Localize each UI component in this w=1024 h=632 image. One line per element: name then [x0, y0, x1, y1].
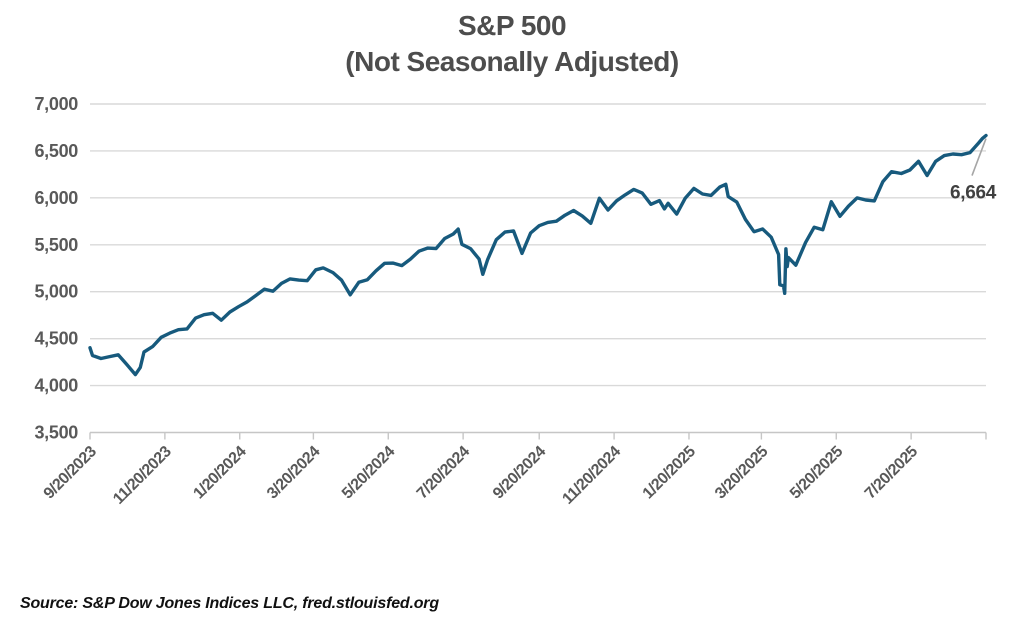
x-tick-label: 7/20/2024 [414, 443, 474, 503]
source-note: Source: S&P Dow Jones Indices LLC, fred.… [20, 595, 439, 612]
x-tick-label: 3/20/2025 [712, 443, 772, 503]
x-tick-label: 5/20/2024 [339, 443, 399, 503]
x-tick-label: 11/20/2024 [559, 443, 624, 508]
y-tick-label: 5,500 [34, 235, 78, 255]
x-tick-label: 5/20/2025 [787, 443, 847, 503]
y-tick-label: 4,000 [34, 376, 78, 396]
y-tick-label: 5,000 [34, 282, 78, 302]
chart-title-line2: (Not Seasonally Adjusted) [345, 46, 679, 77]
x-tick-label: 1/20/2024 [190, 443, 250, 503]
leader-line [971, 138, 987, 176]
x-tick-label: 7/20/2025 [862, 443, 922, 503]
x-tick-label: 9/20/2024 [490, 443, 550, 503]
y-tick-label: 3,500 [34, 423, 78, 443]
y-tick-label: 6,500 [34, 141, 78, 161]
chart-title: S&P 500 (Not Seasonally Adjusted) [0, 8, 1024, 80]
y-tick-label: 4,500 [34, 329, 78, 349]
y-tick-label: 6,000 [34, 188, 78, 208]
end-value-label: 6,664 [950, 183, 997, 204]
x-tick-label: 11/20/2023 [110, 443, 175, 508]
price-line [88, 133, 988, 377]
y-tick-label: 7,000 [34, 94, 78, 114]
x-tick-label: 9/20/2023 [41, 443, 101, 503]
x-tick-label: 3/20/2024 [264, 443, 324, 503]
chart-title-line1: S&P 500 [457, 10, 567, 41]
x-tick-label: 1/20/2025 [640, 443, 700, 503]
